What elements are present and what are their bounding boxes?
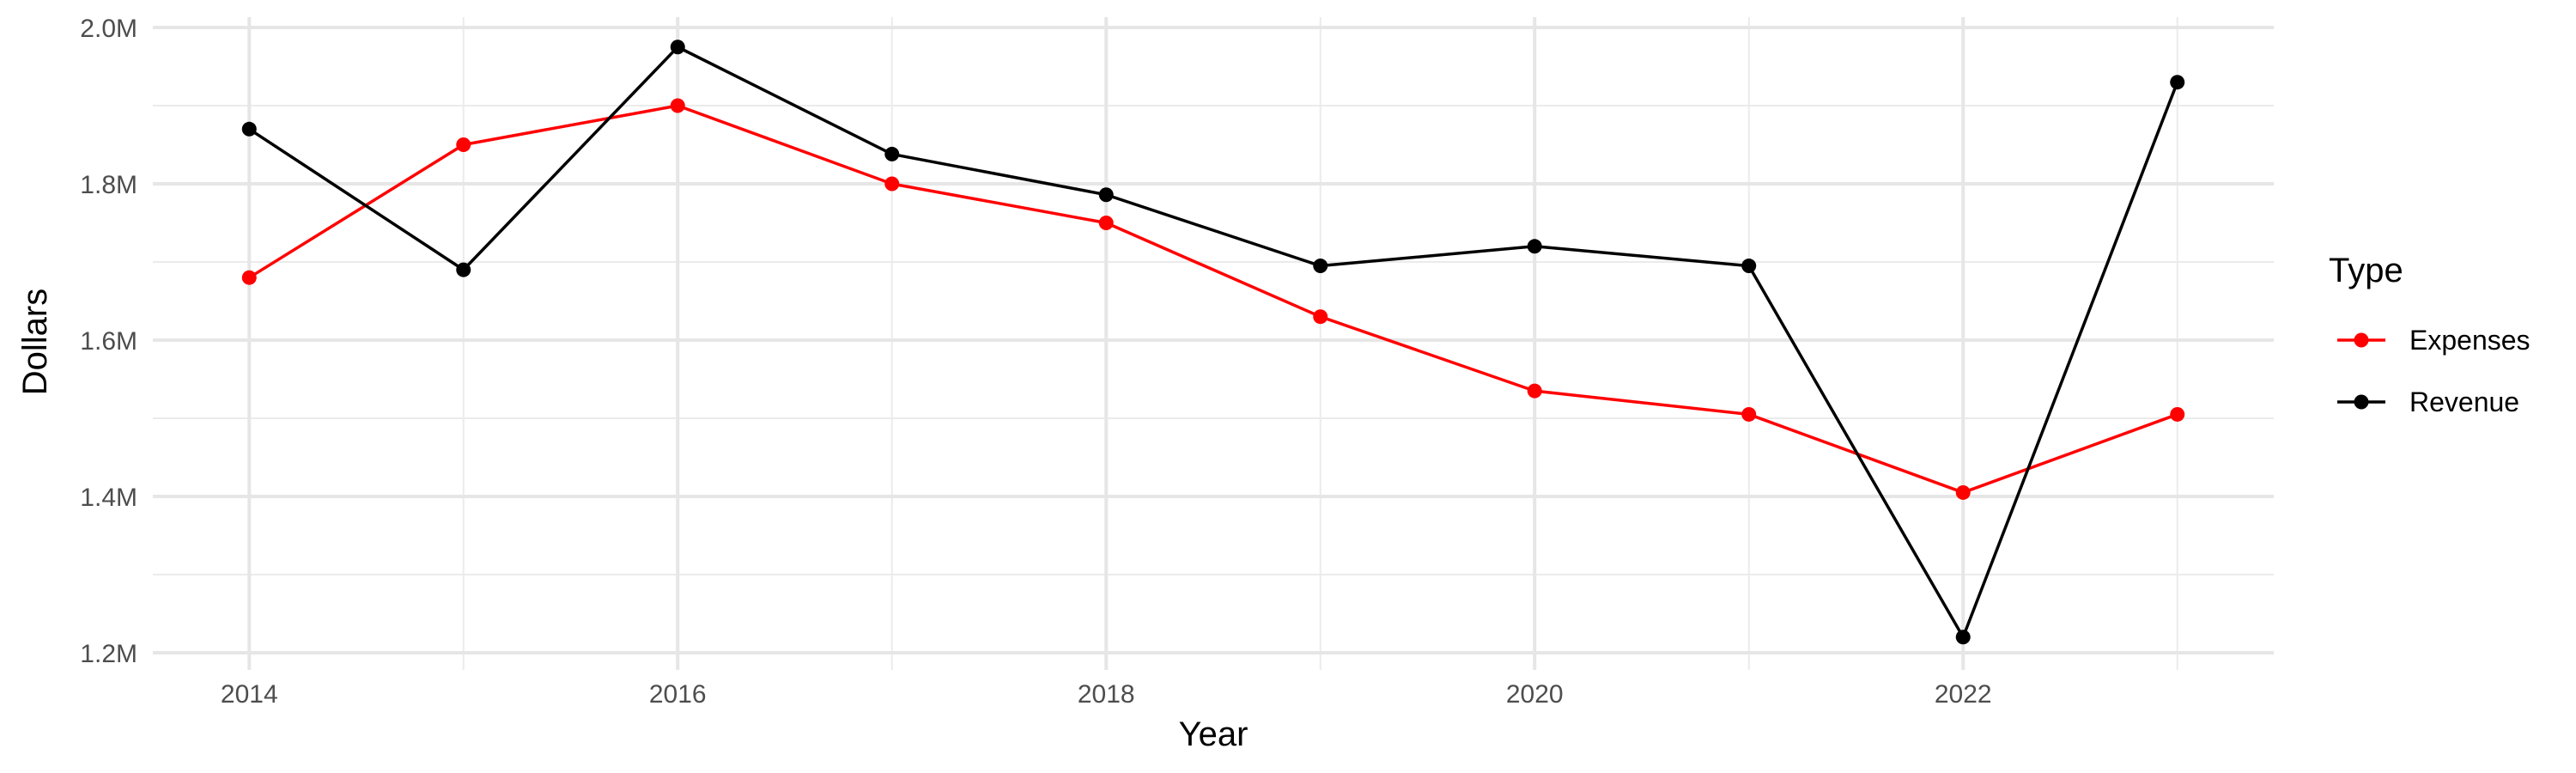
revenue-data-point (884, 146, 900, 161)
expenses-data-point (884, 176, 900, 192)
expenses-data-point (1527, 383, 1542, 399)
y-tick-label: 1.2M (80, 640, 137, 668)
y-axis-tick-labels: 1.2M 1.4M 1.6M 1.8M 2.0M (80, 15, 137, 668)
revenue-data-point (241, 121, 257, 137)
expenses-data-point (1741, 406, 1757, 422)
y-tick-label: 1.8M (80, 171, 137, 199)
y-tick-label: 1.4M (80, 484, 137, 512)
revenue-data-point (2170, 75, 2185, 90)
legend-key-point-revenue (2354, 394, 2369, 410)
revenue-data-point (1313, 259, 1328, 274)
expenses-data-point (456, 137, 471, 152)
x-tick-label: 2022 (1935, 680, 1992, 709)
y-tick-label: 1.6M (80, 327, 137, 356)
minor-gridlines (153, 17, 2274, 670)
expenses-data-point (1313, 309, 1328, 325)
expenses-data-point (241, 270, 257, 285)
revenue-data-point (1098, 187, 1114, 203)
expenses-data-point (1955, 484, 1971, 500)
legend-label-expenses: Expenses (2409, 325, 2530, 356)
expenses-data-point (670, 98, 685, 113)
expenses-data-point (2170, 406, 2185, 422)
expenses-series-line (248, 104, 2178, 495)
revenue-data-point (456, 262, 471, 277)
x-axis-tick-labels: 2014 2016 2018 2020 2022 (221, 680, 1992, 709)
y-axis-title: Dollars (16, 289, 54, 395)
legend-label-revenue: Revenue (2409, 386, 2519, 417)
legend: Type Expenses Revenue (2329, 252, 2530, 417)
revenue-data-point (1741, 259, 1757, 274)
x-tick-label: 2020 (1506, 680, 1564, 709)
x-axis-title: Year (1179, 715, 1249, 753)
y-tick-label: 2.0M (80, 15, 137, 43)
legend-title: Type (2329, 252, 2403, 289)
series-layer (241, 40, 2185, 645)
major-gridlines (153, 17, 2274, 670)
revenue-data-point (1955, 630, 1971, 645)
revenue-data-point (670, 40, 685, 55)
x-tick-label: 2018 (1078, 680, 1135, 709)
expenses-data-point (1098, 216, 1114, 230)
legend-key-point-expenses (2354, 332, 2369, 348)
revenue-series-line (248, 46, 2179, 639)
x-tick-label: 2016 (649, 680, 707, 709)
revenue-data-point (1527, 239, 1542, 254)
x-tick-label: 2014 (221, 680, 278, 709)
